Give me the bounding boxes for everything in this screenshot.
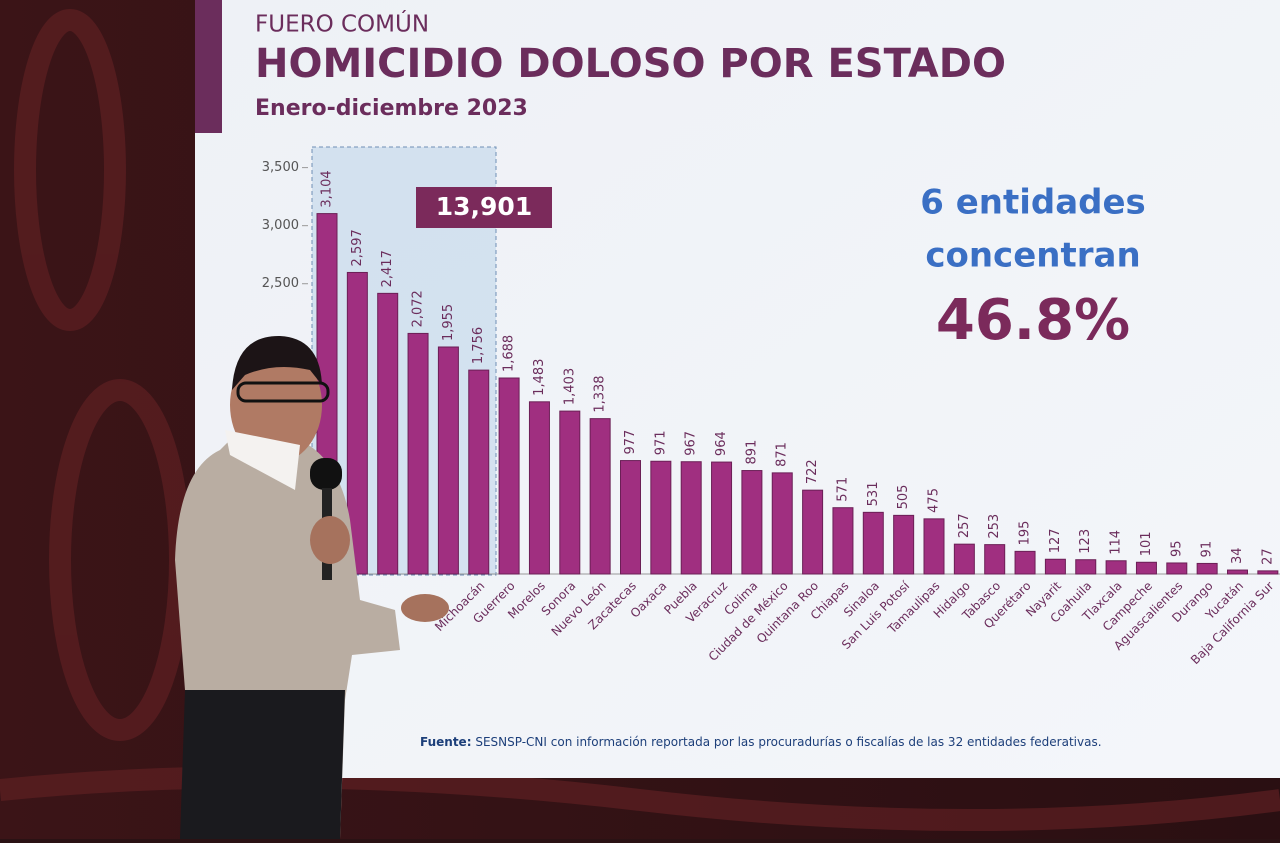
value-label: 964 <box>714 431 729 456</box>
bar <box>771 472 793 575</box>
value-label: 2,417 <box>380 250 395 287</box>
value-label: 977 <box>623 430 638 455</box>
callout-text: 6 entidades <box>920 183 1146 223</box>
value-label: 1,338 <box>593 375 608 412</box>
highlight-label: 13,901 <box>436 192 532 221</box>
value-label: 3,104 <box>320 170 335 207</box>
chart-title: HOMICIDIO DOLOSO POR ESTADO <box>255 41 1006 87</box>
bar <box>620 460 641 575</box>
bar <box>1227 569 1248 575</box>
y-tick-label: 2,500 <box>262 276 299 291</box>
bar <box>1135 561 1157 575</box>
source: Fuente: SESNSP-CNI con información repor… <box>420 735 1102 749</box>
bar <box>1075 559 1097 575</box>
bar <box>346 271 368 575</box>
bar <box>711 461 733 575</box>
bar <box>923 518 945 575</box>
bar <box>984 544 1006 575</box>
bar <box>862 511 884 575</box>
bar <box>377 292 399 575</box>
value-label: 257 <box>957 513 972 538</box>
value-label: 967 <box>684 431 699 456</box>
bar <box>1257 570 1279 575</box>
source-text: SESNSP-CNI con información reportada por… <box>475 735 1101 749</box>
bar <box>680 461 702 575</box>
value-label: 114 <box>1109 530 1124 555</box>
value-label: 722 <box>805 459 820 484</box>
bar <box>953 543 975 575</box>
bar <box>1014 550 1036 575</box>
value-label: 101 <box>1139 531 1154 556</box>
value-label: 1,955 <box>441 304 456 341</box>
value-label: 1,688 <box>502 335 517 372</box>
bar <box>893 514 915 575</box>
subtitle: Enero-diciembre 2023 <box>255 96 528 121</box>
value-label: 1,756 <box>471 327 486 364</box>
value-label: 123 <box>1078 529 1093 554</box>
value-label: 195 <box>1018 521 1033 546</box>
value-label: 27 <box>1260 548 1275 565</box>
bar <box>1196 562 1218 575</box>
presenter <box>175 335 449 839</box>
callout-value: 46.8% <box>936 288 1130 353</box>
callout-text: concentran <box>925 236 1140 276</box>
kicker: FUERO COMÚN <box>255 10 429 38</box>
bar <box>528 401 550 575</box>
bar <box>559 410 581 575</box>
value-label: 253 <box>987 514 1002 539</box>
bar <box>802 489 824 575</box>
value-label: 2,597 <box>350 229 365 266</box>
value-label: 891 <box>744 440 759 465</box>
y-tick-label: 3,500 <box>262 160 299 175</box>
title-accent <box>195 0 222 133</box>
bar <box>650 460 672 575</box>
bar <box>1105 560 1127 575</box>
value-label: 475 <box>927 488 942 513</box>
value-label: 1,403 <box>562 368 577 405</box>
bar <box>589 418 611 575</box>
value-label: 127 <box>1048 528 1063 553</box>
value-label: 1,483 <box>532 359 547 396</box>
source-label: Fuente: <box>420 735 472 749</box>
bar <box>741 470 763 575</box>
value-label: 95 <box>1169 540 1184 557</box>
value-label: 971 <box>653 430 668 455</box>
highlight-box <box>416 187 552 228</box>
bar <box>832 507 854 575</box>
bar <box>498 377 520 575</box>
bar <box>1044 558 1066 575</box>
bar <box>437 346 459 575</box>
bar <box>1166 562 1188 575</box>
value-label: 2,072 <box>411 290 426 327</box>
value-label: 531 <box>866 482 881 507</box>
bar <box>407 332 429 575</box>
value-label: 871 <box>775 442 790 467</box>
value-label: 505 <box>896 485 911 510</box>
value-label: 91 <box>1200 541 1215 558</box>
value-label: 34 <box>1230 548 1245 565</box>
bar <box>468 369 490 575</box>
value-label: 571 <box>835 477 850 502</box>
y-tick-label: 3,000 <box>262 218 299 233</box>
